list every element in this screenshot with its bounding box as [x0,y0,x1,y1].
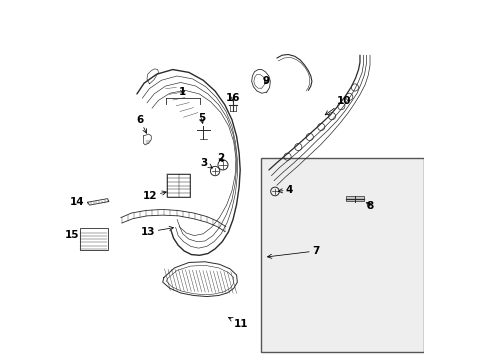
Bar [80,228,107,250]
Text: 7: 7 [267,246,319,258]
Bar [260,158,423,352]
Text: 15: 15 [65,230,80,239]
Text: 6: 6 [136,115,146,133]
Text: 8: 8 [366,201,373,211]
Text: 10: 10 [325,96,351,115]
Text: 4: 4 [278,185,292,195]
Text: 9: 9 [262,76,269,86]
Text: 3: 3 [200,158,212,168]
Text: 5: 5 [198,113,204,123]
Text: 16: 16 [225,93,240,103]
Bar [346,197,363,201]
Text: 14: 14 [70,197,85,207]
Text: 13: 13 [141,226,173,237]
Text: 11: 11 [228,318,248,329]
Text: 2: 2 [217,153,224,163]
Bar [167,174,189,197]
Text: 12: 12 [143,191,166,201]
Text: 1: 1 [179,87,186,97]
